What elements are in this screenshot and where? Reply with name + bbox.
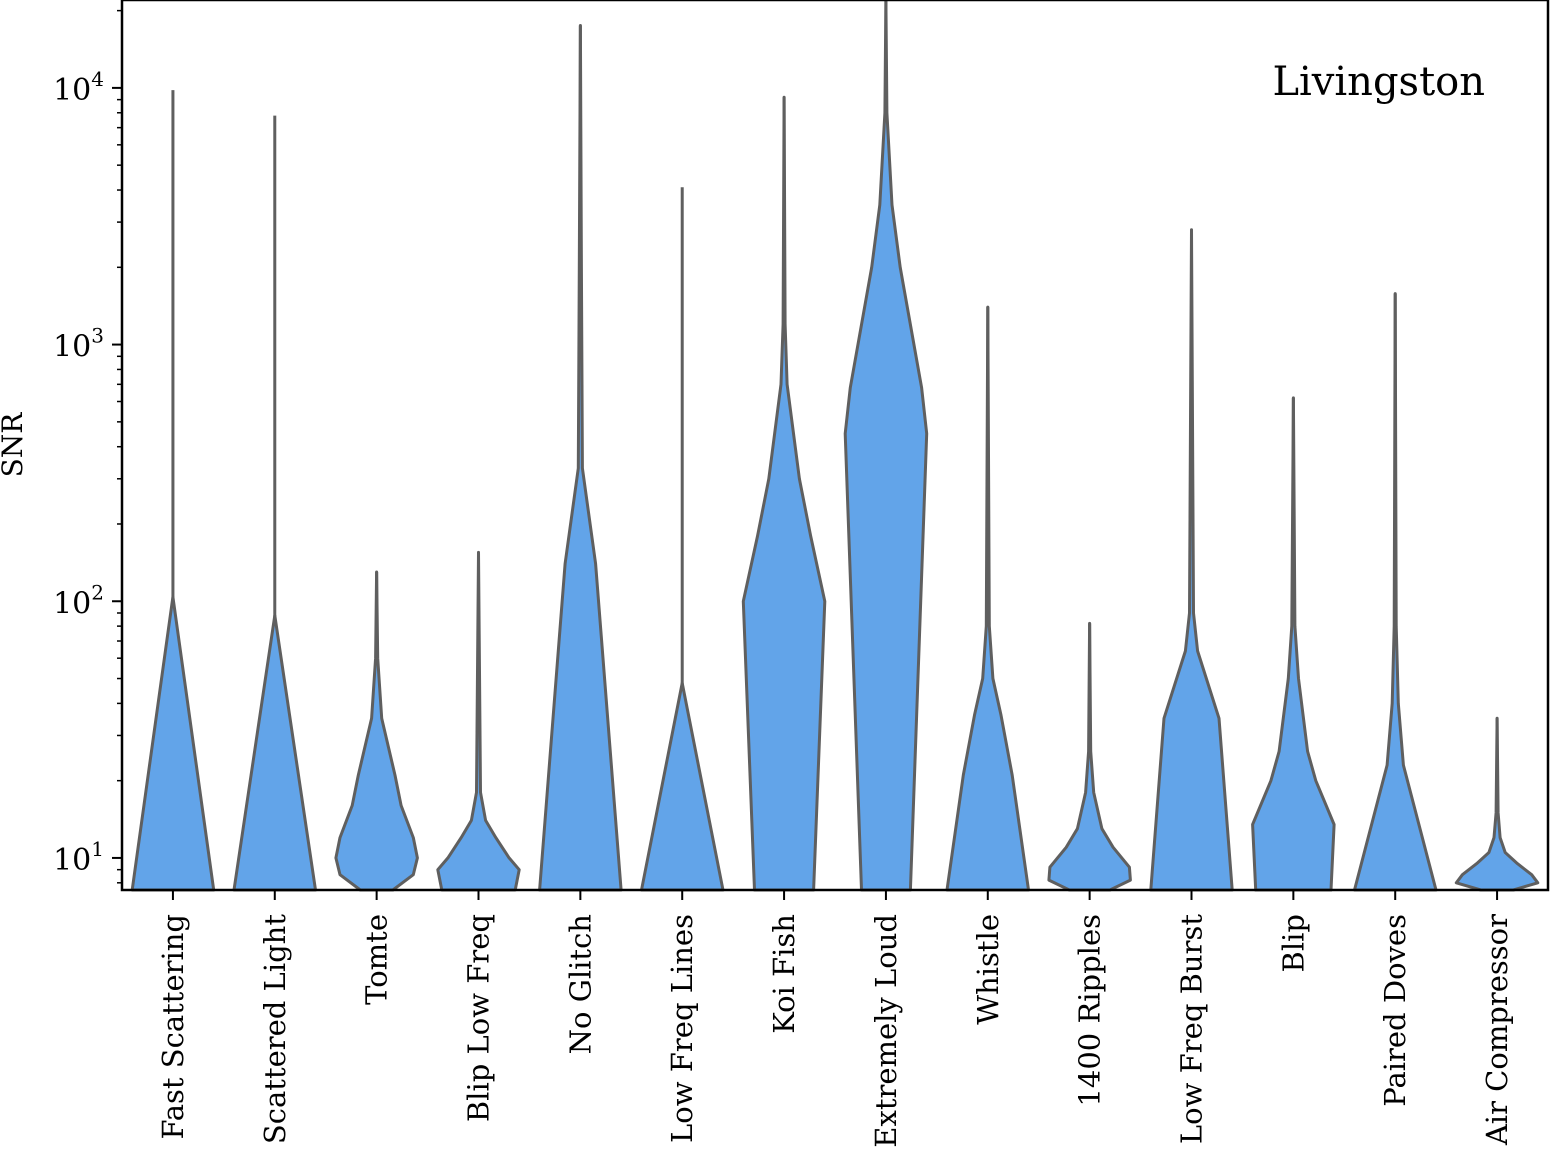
x-tick-label: Extremely Loud: [869, 914, 903, 1148]
x-tick-label: Scattered Light: [258, 914, 292, 1144]
violin-body: [843, 0, 929, 892]
violin-body: [538, 24, 623, 892]
x-tick-label: Blip Low Freq: [462, 914, 496, 1122]
detector-annotation: Livingston: [1272, 59, 1485, 105]
x-tick-label: Paired Doves: [1378, 914, 1412, 1107]
violin-body: [232, 614, 317, 892]
violin-body: [640, 681, 725, 892]
y-axis: 101 102 103 104: [53, 9, 122, 884]
violin-body: [130, 595, 216, 892]
y-tick-label: 102: [53, 580, 104, 621]
x-tick-label: Air Compressor: [1480, 914, 1514, 1146]
violin-body: [1047, 621, 1132, 892]
plot-frame: [120, 0, 1550, 892]
x-tick-label: Blip: [1276, 914, 1310, 972]
violin-body: [1251, 396, 1336, 892]
x-tick-label: Tomte: [360, 914, 394, 1005]
violins-group: [130, 0, 1540, 892]
y-axis-label: SNR: [0, 412, 29, 478]
y-tick-label: 104: [53, 67, 104, 108]
x-tick-label: Low Freq Burst: [1175, 914, 1209, 1144]
x-tick-label: Fast Scattering: [156, 914, 190, 1139]
x-tick-label: No Glitch: [563, 914, 597, 1054]
y-tick-label: 103: [53, 324, 104, 365]
violin-body: [436, 550, 521, 892]
violin-body: [1454, 716, 1540, 892]
x-tick-label: Low Freq Lines: [665, 914, 699, 1143]
violin-body: [1353, 292, 1438, 892]
x-tick-label: Koi Fish: [767, 914, 801, 1034]
violin-body: [945, 305, 1030, 892]
y-tick-label: 101: [53, 837, 104, 878]
x-tick-label: Whistle: [971, 914, 1005, 1025]
violin-body: [741, 95, 827, 892]
violin-body: [334, 570, 419, 892]
x-axis: Fast Scattering Scattered Light Tomte Blip …: [156, 890, 1514, 1148]
violin-body: [1149, 228, 1234, 892]
x-tick-label: 1400 Ripples: [1073, 914, 1107, 1107]
